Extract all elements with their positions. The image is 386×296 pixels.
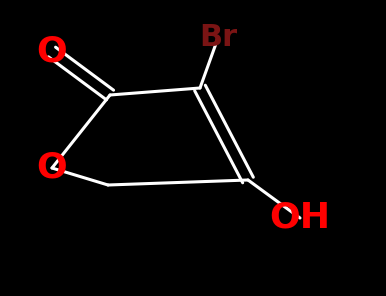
Text: OH: OH	[269, 201, 330, 235]
Text: O: O	[37, 151, 68, 185]
Text: O: O	[37, 35, 68, 69]
Text: Br: Br	[199, 23, 237, 52]
